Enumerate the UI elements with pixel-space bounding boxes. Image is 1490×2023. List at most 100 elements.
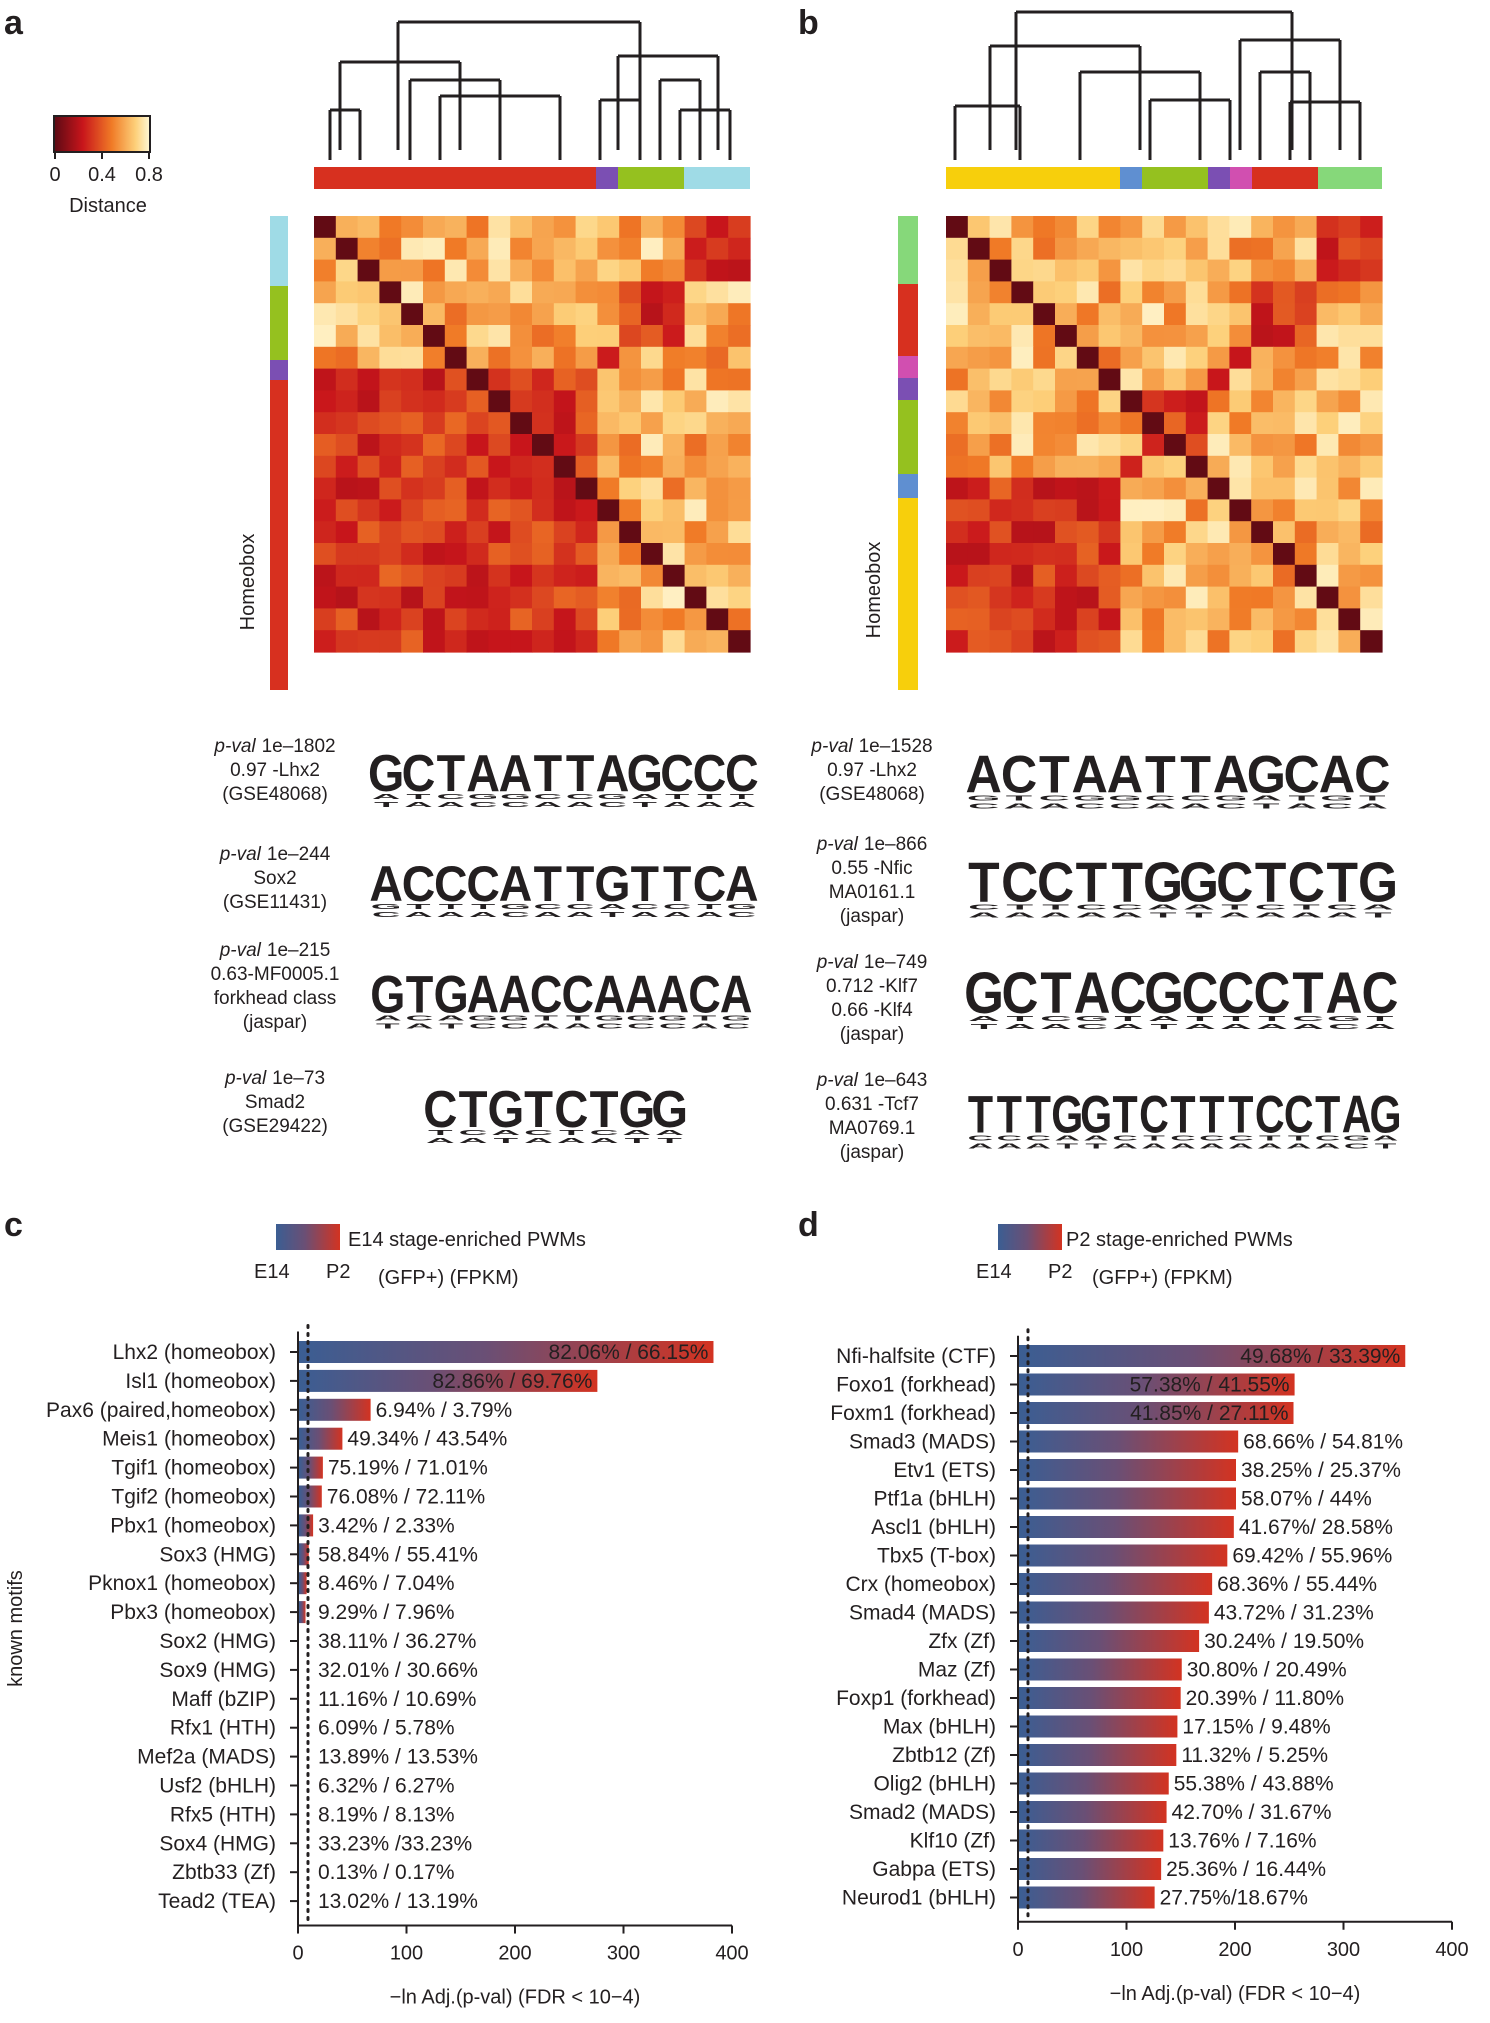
heatmap-cell: [335, 390, 359, 413]
heatmap-cell: [597, 368, 620, 391]
heatmap-cell: [597, 499, 620, 522]
logo-letter-minor: T: [1221, 903, 1248, 912]
logo-letter: A: [1074, 960, 1111, 1026]
bar: [299, 1572, 307, 1595]
bar: [1019, 1858, 1162, 1880]
heatmap-cell: [1055, 412, 1078, 435]
logo-letter-minor: A: [524, 1136, 553, 1145]
heatmap-cell: [335, 521, 359, 544]
logo-letter: T: [663, 857, 691, 913]
heatmap-cell: [1011, 477, 1034, 500]
heatmap-cell: [597, 325, 620, 348]
heatmap-cell: [423, 543, 446, 566]
logo-letter: C: [1037, 850, 1074, 914]
motif-b-4-pval: p-val 1e–643: [816, 1070, 928, 1091]
heatmap-cell: [314, 499, 337, 522]
heatmap-cell: [1251, 259, 1274, 282]
motif-a-4-pval: p-val 1e–73: [224, 1068, 325, 1089]
heatmap-cell: [1294, 412, 1318, 435]
motif-a-4-line1: Smad2: [245, 1092, 305, 1113]
logo-letter-minor: A: [1286, 801, 1317, 810]
logo-letter: C: [1283, 744, 1319, 803]
heatmap-cell: [728, 390, 751, 413]
motif-a-1-line1: 0.97 -Lhx2: [230, 760, 320, 781]
heatmap-cell: [1185, 259, 1209, 282]
heatmap-cell: [1229, 259, 1252, 282]
motif-b-2-line2: MA0161.1: [829, 882, 916, 903]
logo-letter-minor: G: [371, 902, 402, 911]
logo-letter-minor: C: [1344, 1142, 1370, 1150]
heatmap-cell: [1360, 455, 1383, 479]
heatmap-cell: [575, 237, 598, 261]
heatmap-cell: [597, 586, 620, 609]
heatmap-cell: [1360, 412, 1383, 435]
heatmap-cell: [1207, 216, 1230, 239]
heatmap-cell: [532, 259, 555, 282]
logo-letter-minor: C: [372, 910, 401, 919]
logo-letter: G: [1080, 1085, 1112, 1144]
heatmap-cell: [488, 499, 511, 522]
heatmap-cell: [662, 586, 686, 609]
logo-letter-minor: A: [566, 910, 595, 919]
heatmap-cell: [379, 390, 402, 413]
heatmap-cell: [989, 608, 1012, 631]
logo-letter: G: [651, 1080, 688, 1139]
category-label: Crx (homeobox): [845, 1573, 996, 1596]
bar: [1019, 1487, 1236, 1510]
motif-a-3-pval: p-val 1e–215: [219, 940, 331, 961]
heatmap-cell: [1120, 564, 1143, 588]
heatmap-cell: [379, 281, 402, 304]
heatmap-cell: [1316, 608, 1339, 631]
heatmap-cell: [401, 216, 424, 239]
logo-letter: C: [1255, 1085, 1285, 1144]
heatmap-cell: [1033, 434, 1056, 457]
heatmap-cell: [575, 477, 598, 500]
heatmap-cell: [314, 216, 337, 239]
bar: [299, 1427, 343, 1450]
heatmap-cell: [444, 630, 468, 653]
logo-letter: A: [499, 745, 533, 803]
bar-value-label: 82.86% / 69.76%: [432, 1370, 592, 1393]
heatmap-cell: [510, 499, 533, 522]
heatmap-cell: [1338, 412, 1361, 435]
heatmap-cell: [1338, 259, 1361, 282]
heatmap-cell: [1164, 281, 1187, 304]
heatmap-cell: [532, 303, 555, 326]
logo-letter: C: [660, 745, 694, 803]
heatmap-cell: [1360, 543, 1383, 566]
heatmap-cell: [314, 434, 337, 457]
heatmap-cell: [1229, 564, 1252, 588]
heatmap-cell: [357, 586, 380, 609]
heatmap-cell: [466, 586, 489, 609]
logo-letter-minor: A: [663, 910, 692, 919]
heatmap-cell: [1011, 499, 1034, 522]
heatmap-cell: [1338, 455, 1361, 479]
heatmap-cell: [575, 325, 598, 348]
heatmap-cell: [1316, 216, 1339, 239]
heatmap-cell: [706, 346, 729, 370]
logo-letter-minor: A: [1040, 911, 1072, 920]
y-axis-label: known motifs: [5, 1570, 27, 1687]
logo-letter-minor: A: [406, 1021, 434, 1030]
heatmap-cell: [335, 325, 359, 348]
bar: [1019, 1687, 1181, 1709]
heatmap-cell: [684, 412, 707, 435]
heatmap-cell: [335, 630, 359, 653]
logo-letter-minor: C: [1180, 793, 1211, 802]
x-tick-label: 0: [292, 1943, 303, 1965]
heatmap-cell: [444, 368, 468, 391]
heatmap-cell: [1120, 455, 1143, 479]
bar: [1019, 1345, 1406, 1367]
heatmap-cell: [1164, 499, 1187, 522]
bar: [1019, 1430, 1239, 1453]
heatmap-cell: [335, 346, 359, 370]
heatmap-cell: [1360, 477, 1383, 500]
bar-value-label: 42.70% / 31.67%: [1172, 1801, 1332, 1824]
heatmap-cell: [967, 586, 991, 609]
heatmap-cell: [553, 608, 577, 631]
logo-letter-minor: A: [1004, 1022, 1036, 1031]
heatmap-cell: [510, 303, 533, 326]
cluster-bar-side-b: [898, 216, 918, 690]
heatmap-cell: [619, 630, 642, 653]
